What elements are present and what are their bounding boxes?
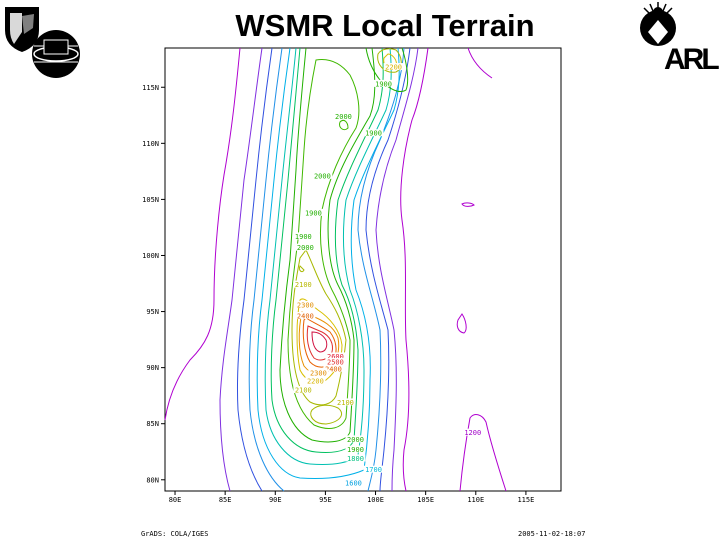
arl-logo: ARL (664, 43, 720, 76)
contour-label: 2100 (295, 281, 312, 289)
contour-label-bg (325, 352, 346, 360)
y-tick-label: 100N (142, 252, 159, 260)
x-tick-label: 85E (219, 496, 232, 504)
contour-label: 2300 (297, 301, 314, 309)
x-tick-label: 115E (517, 496, 534, 504)
contour-label-bg (333, 112, 354, 120)
contour-label-bg (363, 465, 384, 473)
contour-label: 2200 (307, 378, 324, 386)
footer-timestamp: 2005-11-02-18:07 (518, 530, 586, 538)
contour-label-bg (325, 358, 346, 366)
x-tick-label: 100E (367, 496, 384, 504)
contour-label: 2500 (327, 359, 344, 367)
contour-label-bg (305, 377, 326, 385)
y-tick-label: 110N (142, 140, 159, 148)
contour-label: 2400 (325, 365, 342, 373)
x-tick-label: 80E (169, 496, 182, 504)
contour-label-bg (295, 243, 316, 251)
contour-label: 1900 (365, 130, 382, 138)
contour-label-bg (345, 435, 366, 443)
x-tick-label: 110E (467, 496, 484, 504)
contour-label-bg (343, 479, 364, 487)
contour-label: 1900 (305, 209, 322, 217)
contour-label: 2100 (295, 387, 312, 395)
contour-label-bg (303, 208, 324, 216)
plot-frame (164, 47, 562, 492)
contour-label: 2000 (297, 244, 314, 252)
globe-logo (32, 30, 80, 78)
contour-label-bg (373, 79, 394, 87)
compass-globe-logo (640, 2, 676, 46)
contour-label-bg (312, 171, 333, 179)
x-tick-label: 95E (319, 496, 332, 504)
contour-label: 2000 (347, 436, 364, 444)
contour-label-bg (462, 428, 483, 436)
contour-label-bg (345, 445, 366, 453)
contour-label-bg (345, 454, 366, 462)
y-tick-label: 80N (146, 476, 159, 484)
contour-label: 2300 (310, 370, 327, 378)
contour-label-bg (363, 129, 384, 137)
contour-label: 1700 (365, 466, 382, 474)
x-tick-label: 105E (417, 496, 434, 504)
contour-label: 2600 (327, 353, 344, 361)
contour-label: 2400 (297, 313, 314, 321)
contour-lines (164, 47, 507, 492)
contour-label: 1900 (347, 446, 364, 454)
contour-label: 1200 (464, 429, 481, 437)
map-title: WSMR Local Terrain (235, 8, 535, 43)
contour-label-bg (308, 369, 329, 377)
contour-label-bg (295, 300, 316, 308)
shield-logo (5, 7, 39, 52)
contour-label: 2200 (385, 64, 402, 72)
contour-label-bg (293, 232, 314, 240)
footer-credit: GrADS: COLA/IGES (141, 530, 209, 538)
contour-label: 2100 (337, 399, 354, 407)
y-tick-label: 115N (142, 84, 159, 92)
y-tick-label: 90N (146, 364, 159, 372)
contour-label: 1900 (295, 233, 312, 241)
contour-label: 2000 (314, 172, 331, 180)
contour-label-bg (295, 312, 316, 320)
contour-label-bg (293, 280, 314, 288)
y-tick-label: 85N (146, 420, 159, 428)
contour-label-bg (323, 364, 344, 372)
contour-label: 2000 (335, 113, 352, 121)
x-tick-label: 90E (269, 496, 282, 504)
contour-label-bg (335, 398, 356, 406)
contour-label-bg (293, 386, 314, 394)
contour-label-bg (383, 63, 404, 71)
y-tick-label: 95N (146, 308, 159, 316)
contour-label: 1900 (375, 80, 392, 88)
contour-label: 1600 (345, 480, 362, 488)
contour-label: 1800 (347, 455, 364, 463)
y-tick-label: 105N (142, 196, 159, 204)
